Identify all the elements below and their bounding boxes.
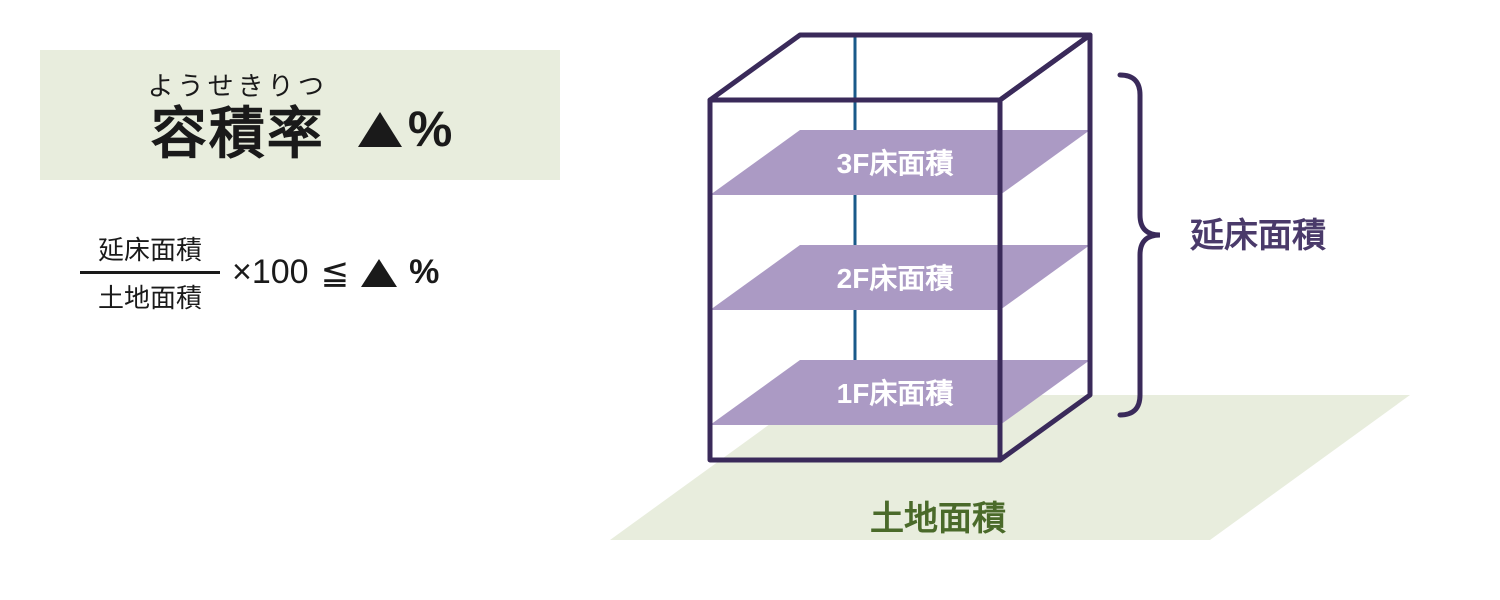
percent-symbol: % (408, 100, 452, 158)
ext-floor-label: 延床面積 (1190, 217, 1326, 255)
denominator: 土地面積 (98, 278, 202, 315)
floor-3f-label: 3F床面積 (837, 147, 954, 179)
title-percent: % (358, 100, 452, 158)
op-text: ≦ (321, 253, 350, 293)
title-box: ようせきりつ 容積率 % (40, 50, 560, 180)
fraction-line (80, 271, 220, 274)
title-stack: ようせきりつ 容積率 (148, 66, 328, 165)
fraction: 延床面積 土地面積 (80, 230, 220, 315)
land-label: 土地面積 (870, 500, 1006, 538)
floor-1f-label: 1F床面積 (837, 377, 954, 409)
title-inner: ようせきりつ 容積率 % (148, 66, 453, 165)
floor-2f-label: 2F床面積 (837, 262, 954, 294)
mult-text: ×100 (232, 253, 309, 292)
numerator: 延床面積 (98, 230, 202, 267)
title-ruby: ようせきりつ (148, 66, 328, 103)
triangle-icon (361, 259, 397, 287)
diagram: 3F床面積 2F床面積 1F床面積 延床面積 土地面積 (600, 15, 1500, 595)
percent-symbol: % (409, 253, 439, 292)
brace-icon (1120, 75, 1160, 415)
title-main: 容積率 (151, 103, 325, 165)
triangle-icon (358, 112, 402, 147)
diagram-svg: 3F床面積 2F床面積 1F床面積 延床面積 土地面積 (600, 15, 1500, 595)
formula: 延床面積 土地面積 ×100 ≦ % (80, 230, 439, 315)
